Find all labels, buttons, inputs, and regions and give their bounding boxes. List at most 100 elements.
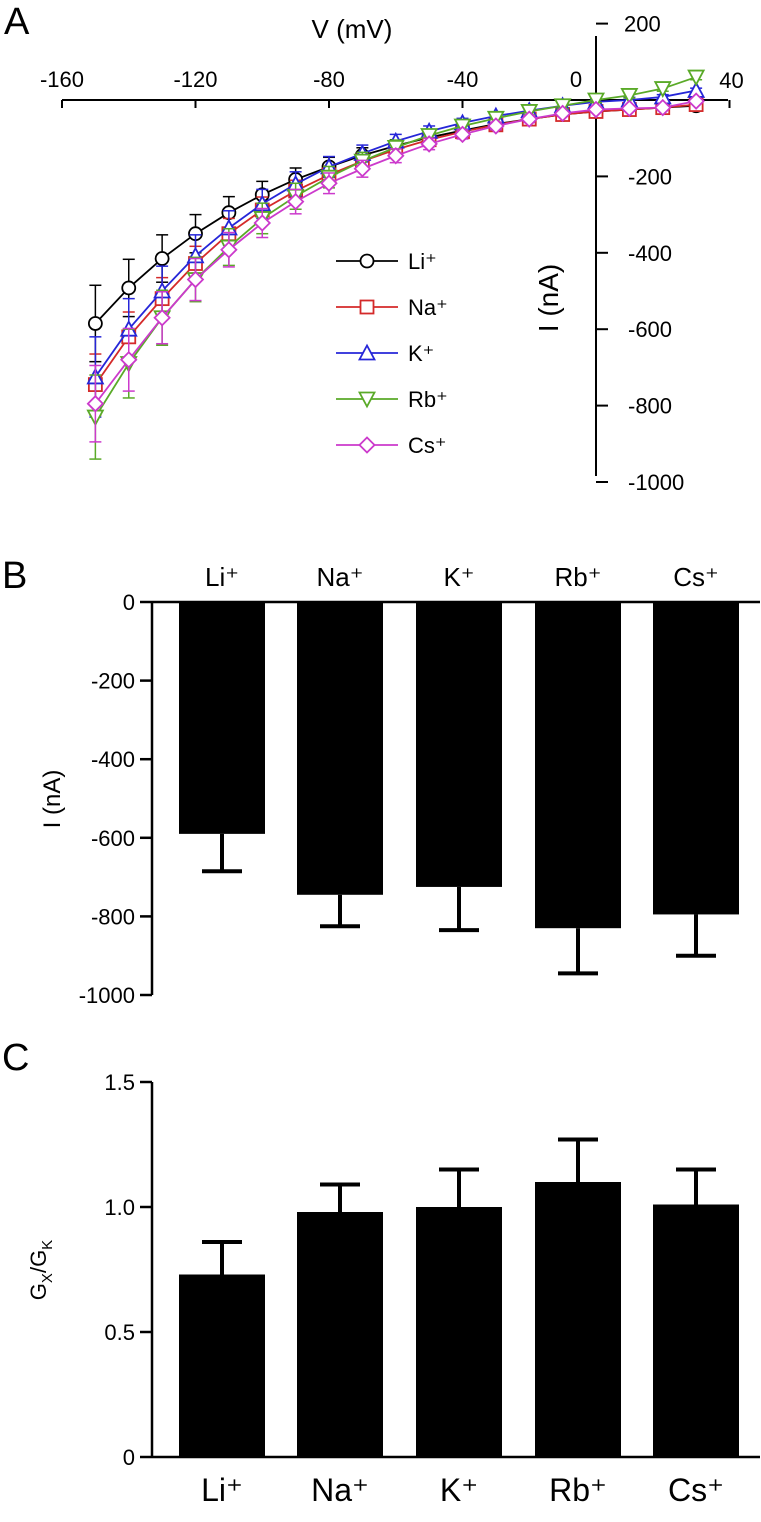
data-point-diamond — [420, 135, 438, 153]
panel-a-x-ticks: -160 -120 -80 -40 0 40 — [40, 67, 744, 108]
bar — [416, 1207, 502, 1457]
data-point-triangle-down — [620, 88, 639, 105]
x-tick-label: -80 — [313, 67, 345, 92]
category-label: Li⁺ — [201, 1472, 243, 1508]
bar — [179, 1274, 265, 1457]
data-point-diamond — [358, 436, 376, 454]
data-point-circle — [121, 280, 137, 296]
y-tick-label: -800 — [628, 394, 672, 419]
category-label: Li⁺ — [205, 562, 239, 592]
y-tick-label: -200 — [91, 669, 135, 694]
category-label: Cs⁺ — [668, 1472, 724, 1508]
category-label: Rb⁺ — [555, 562, 602, 592]
data-point-diamond — [153, 308, 171, 327]
panel-a-series-group — [86, 69, 706, 460]
y-tick-label: 1.5 — [104, 1070, 135, 1095]
bar — [653, 1204, 739, 1457]
bar — [297, 1212, 383, 1457]
legend-label: Rb⁺ — [408, 387, 448, 412]
y-tick-label: -600 — [91, 826, 135, 851]
panel-a-y-ticks: 200 -200 -400 -600 -800 -1000 — [596, 12, 684, 495]
legend-label: Na⁺ — [408, 295, 448, 320]
series-diamond — [86, 92, 705, 443]
data-point-diamond — [587, 100, 605, 119]
data-point-diamond — [386, 146, 405, 165]
data-point-diamond — [653, 98, 672, 117]
data-point-diamond — [86, 394, 105, 413]
category-label: Cs⁺ — [673, 562, 719, 592]
y-tick-label: -200 — [628, 164, 672, 189]
data-point-diamond — [286, 192, 305, 211]
panel-c-ylabel-g: G — [26, 1283, 51, 1300]
category-label: Rb⁺ — [549, 1472, 607, 1508]
legend-label: K⁺ — [408, 341, 434, 366]
data-point-triangle-up — [357, 343, 377, 361]
series-triangle-down — [86, 69, 706, 460]
legend-label: Cs⁺ — [408, 433, 447, 458]
panel-c-bars — [179, 1137, 739, 1457]
y-tick-label: 0.5 — [104, 1320, 135, 1345]
data-point-diamond — [620, 99, 639, 118]
data-point-diamond — [687, 92, 705, 110]
series-line — [94, 76, 697, 418]
data-point-triangle-down — [653, 81, 672, 98]
panel-a-y-axis-title: I (nA) — [533, 264, 564, 332]
x-tick-label: -160 — [40, 67, 84, 92]
data-point-circle — [359, 253, 375, 269]
data-point-diamond — [253, 214, 272, 232]
panel-b-y-ticks: 0 -200 -400 -600 -800 -1000 — [79, 590, 152, 1008]
data-point-triangle-down — [687, 69, 706, 87]
data-point-diamond — [487, 117, 505, 135]
panel-b-category-labels: Li⁺ Na⁺ K⁺ Rb⁺ Cs⁺ — [205, 562, 719, 592]
data-point-diamond — [320, 174, 338, 193]
y-tick-label: -400 — [91, 747, 135, 772]
panel-b-chart: B 0 -200 -400 -600 -800 -1000 I (nA) Li⁺ Na⁺ K⁺… — [2, 555, 760, 1008]
category-label: Na⁺ — [311, 1472, 369, 1508]
data-point-triangle-down — [357, 391, 377, 409]
y-tick-label: 200 — [624, 12, 661, 37]
legend-label: Li⁺ — [408, 249, 437, 274]
y-tick-label: -400 — [628, 241, 672, 266]
data-point-circle — [87, 316, 103, 331]
data-point-diamond — [553, 104, 572, 123]
data-point-triangle-down — [586, 92, 606, 110]
y-tick-label: -1000 — [628, 470, 684, 495]
y-tick-label: -800 — [91, 904, 135, 929]
category-label: Na⁺ — [317, 562, 364, 592]
y-tick-label: -1000 — [79, 983, 135, 1008]
y-tick-label: 0 — [123, 590, 135, 615]
data-point-diamond — [353, 159, 372, 178]
panel-b-bars — [179, 602, 739, 976]
y-tick-label: 1.0 — [104, 1195, 135, 1220]
category-label: K⁺ — [443, 562, 474, 592]
panel-c-ylabel-sub-k: K — [39, 1240, 56, 1250]
panel-a-chart: A V (mV) -160 -120 -80 -40 0 40 200-200-400-6… — [4, 1, 744, 495]
panel-a-legend: Li⁺ Na⁺ K⁺ Rb⁺ Cs⁺ — [336, 249, 448, 458]
panel-a-label: A — [4, 1, 30, 43]
panel-c-ylabel-sub-x: X — [39, 1273, 56, 1283]
data-point-diamond — [186, 270, 205, 289]
panel-b-y-axis-title: I (nA) — [39, 770, 66, 829]
data-point-diamond — [453, 125, 472, 144]
panel-c-label: C — [2, 1037, 29, 1079]
data-point-diamond — [520, 110, 539, 128]
series-triangle-up — [86, 81, 706, 418]
bar — [416, 602, 502, 887]
bar — [535, 602, 621, 929]
x-tick-label: -120 — [173, 67, 217, 92]
x-tick-label: 0 — [570, 67, 582, 92]
panel-c-y-axis-title: GX/GK — [26, 1240, 56, 1300]
data-point-diamond — [220, 240, 238, 259]
x-tick-label: 40 — [719, 68, 743, 93]
panel-b-label: B — [2, 555, 27, 597]
data-point-square — [359, 299, 375, 315]
x-tick-label: -40 — [447, 67, 479, 92]
bar — [297, 602, 383, 895]
panel-c-ylabel-sep: /G — [26, 1250, 51, 1273]
panel-c-category-labels: Li⁺ Na⁺ K⁺ Rb⁺ Cs⁺ — [201, 1472, 724, 1508]
y-tick-label: 0 — [123, 1445, 135, 1470]
category-label: K⁺ — [440, 1472, 478, 1508]
bar — [179, 602, 265, 834]
bar — [535, 1182, 621, 1457]
panel-c-y-ticks: 1.5 1.0 0.5 0 — [104, 1070, 152, 1470]
